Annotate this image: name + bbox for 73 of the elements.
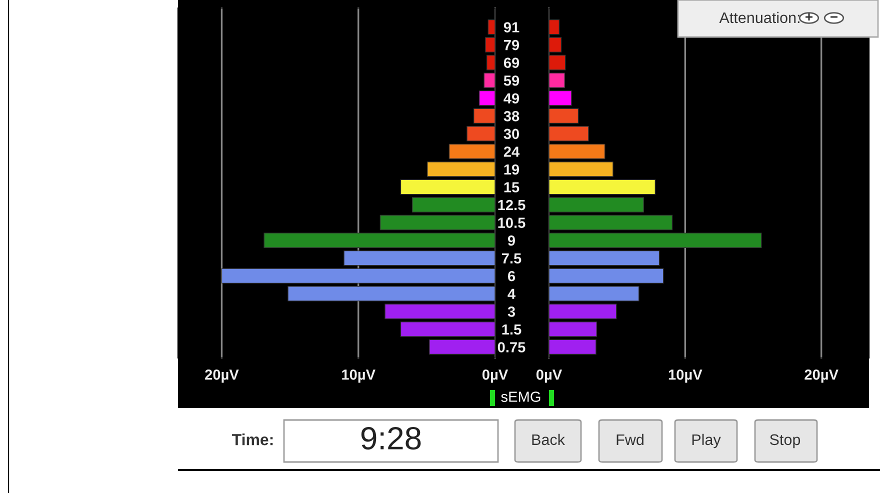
bar [549,268,664,284]
bar [549,54,566,70]
bar [549,304,617,320]
annotation: Attenuation: [719,12,800,24]
bar [221,268,495,284]
bar [549,232,762,248]
bar [344,250,495,266]
y-tick-label: 6 [508,270,516,282]
y-tick-label: 91 [504,22,520,32]
bar [549,179,656,195]
bar [549,126,589,142]
bar [549,72,566,88]
bar [264,232,495,248]
bar [549,339,596,355]
bar [478,90,495,106]
bar [400,179,495,195]
bar [427,162,495,177]
bar [400,322,495,337]
bar [488,19,495,35]
y-tick-label: 49 [504,93,520,104]
y-tick-label: 79 [504,40,520,50]
bar [412,197,495,212]
x-tick-label: 10µV [342,369,376,383]
bar [466,126,495,142]
bar [384,304,495,320]
bar [288,286,495,302]
y-tick-label: 9 [508,235,516,246]
bar [549,162,614,177]
bar [549,37,562,52]
x-tick-label: 10µV [668,369,702,383]
y-tick-label: 19 [504,164,520,175]
y-tick-label: 69 [504,58,520,68]
text: Fwd [616,434,644,446]
y-tick-label: 3 [508,306,516,317]
bar [473,108,495,124]
bar [484,72,495,88]
bar [549,214,673,230]
y-tick-label: 7.5 [502,253,522,264]
x-tick-label: 20µV [205,369,239,383]
x-tick-label: 0µV [482,369,508,383]
text: 9:28 [361,426,421,450]
bar [486,54,495,70]
bar [429,339,495,355]
bar [549,322,598,337]
annotation: + [806,13,812,20]
bar [549,108,579,124]
text: Time: [232,434,273,446]
bar [549,286,640,302]
bar [380,214,495,230]
y-tick-label: 24 [504,146,520,157]
y-tick-label: 15 [504,182,520,192]
annotation: − [830,16,838,18]
bar [448,144,495,160]
bar [549,250,660,266]
x-tick-label: 20µV [804,369,838,383]
y-tick-label: 59 [504,75,520,86]
y-tick-label: 30 [504,128,520,140]
text: sEMG [501,392,540,402]
text: Stop [770,434,800,448]
y-tick-label: 4 [508,288,516,299]
bar [549,197,644,212]
y-tick-label: 10.5 [498,218,526,228]
y-tick-label: 1.5 [502,324,522,335]
bar [549,19,560,35]
y-tick-label: 38 [504,111,520,122]
text: Back [532,434,566,446]
y-tick-label: 0.75 [498,342,526,352]
x-tick-label: 0µV [536,369,562,383]
text: Play [692,434,721,448]
bar [485,37,495,52]
bar [549,144,606,160]
y-tick-label: 12.5 [498,200,526,210]
bar [549,90,572,106]
